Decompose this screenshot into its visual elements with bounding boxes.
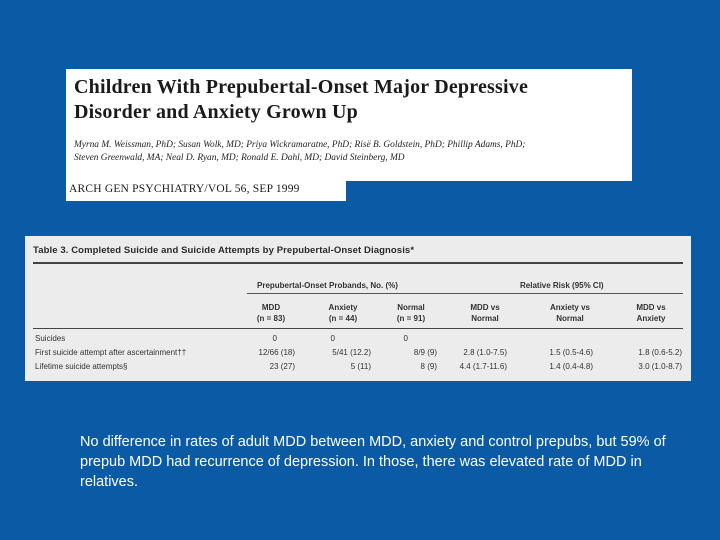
journal-citation: ARCH GEN PSYCHIATRY/VOL 56, SEP 1999 [69,183,300,195]
table-top-rule [33,262,683,264]
results-table-image: Table 3. Completed Suicide and Suicide A… [25,236,691,381]
journal-citation-strip: ARCH GEN PSYCHIATRY/VOL 56, SEP 1999 [66,181,346,201]
article-title: Children With Prepubertal-Onset Major De… [74,75,629,125]
table-cell: 0 [403,334,408,343]
table-cell: 1.5 (0.5-4.6) [549,348,593,357]
article-header-image: Children With Prepubertal-Onset Major De… [66,69,632,181]
table-group-rule-probands [247,293,459,294]
table-cell: 8/9 (9) [413,348,437,357]
table-cell: 0 [330,334,335,343]
table-title: Table 3. Completed Suicide and Suicide A… [33,245,415,256]
table-cell: 0 [272,334,277,343]
column-header-anxiety: Anxiety (n = 44) [303,302,383,324]
table-cell: 1.8 (0.6-5.2) [638,348,682,357]
column-header-line: MDD vs [470,303,500,312]
column-header-line: Normal [556,314,584,323]
table-cell: 1.4 (0.4-4.8) [549,362,593,371]
column-header-anxiety-vs-normal: Anxiety vs Normal [530,302,610,324]
row-label-suicides: Suicides [35,334,66,343]
slide-caption: No difference in rates of adult MDD betw… [80,434,666,490]
column-header-line: MDD [261,303,281,312]
column-header-mdd-vs-normal: MDD vs Normal [445,302,525,324]
table-cell: 8 (9) [420,362,437,371]
authors-line-1: Myrna M. Weissman, PhD; Susan Wolk, MD; … [74,140,526,150]
table-group-header-relative-risk: Relative Risk (95% CI) [520,281,604,290]
column-header-line: (n = 91) [396,314,426,323]
column-header-line: Anxiety [328,303,358,312]
column-header-normal: Normal (n = 91) [371,302,451,324]
column-header-line: Anxiety [636,314,666,323]
table-cell: 5/41 (12.2) [332,348,371,357]
column-header-line: (n = 44) [328,314,358,323]
column-header-mdd-vs-anxiety: MDD vs Anxiety [611,302,691,324]
row-label-first-attempt: First suicide attempt after ascertainmen… [35,348,187,357]
authors-line-2: Steven Greenwald, MA; Neal D. Ryan, MD; … [74,153,405,163]
article-authors: Myrna M. Weissman, PhD; Susan Wolk, MD; … [74,139,629,165]
table-cell: 2.8 (1.0-7.5) [463,348,507,357]
table-cell: 4.4 (1.7-11.6) [459,362,507,371]
column-header-line: Normal [471,314,499,323]
table-header-rule [33,328,683,329]
column-header-line: Normal [397,303,425,312]
column-header-line: MDD vs [636,303,666,312]
column-header-line: (n = 83) [256,314,286,323]
table-cell: 5 (11) [350,362,371,371]
table-cell: 3.0 (1.0-8.7) [638,362,682,371]
article-title-line-1: Children With Prepubertal-Onset Major De… [74,76,529,98]
table-cell: 23 (27) [269,362,295,371]
table-cell: 12/66 (18) [258,348,295,357]
table-group-header-probands: Prepubertal-Onset Probands, No. (%) [257,281,398,290]
table-group-rule-relative-risk [457,293,683,294]
article-title-line-2: Disorder and Anxiety Grown Up [74,101,358,123]
column-header-line: Anxiety vs [549,303,591,312]
row-label-lifetime-attempts: Lifetime suicide attempts§ [35,362,128,371]
column-header-mdd: MDD (n = 83) [231,302,311,324]
